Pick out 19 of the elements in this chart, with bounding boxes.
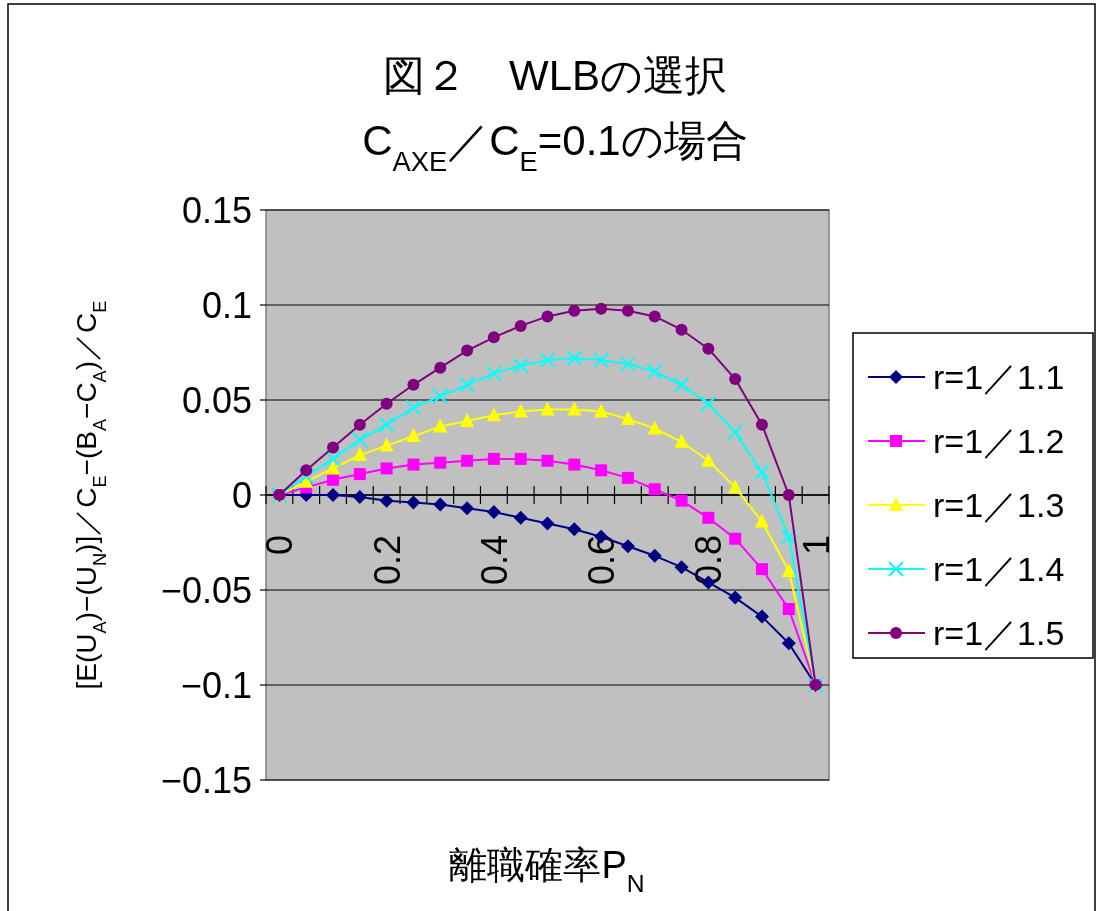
- x-axis-title: 離職確率P$_{N}$: [449, 844, 645, 897]
- x-tick-label: 0.2: [366, 535, 408, 586]
- y-tick-label: −0.15: [160, 760, 252, 801]
- x-tick-label: 0: [259, 535, 301, 556]
- legend-label: r=1／1.3: [933, 486, 1065, 524]
- y-tick-label: −0.1: [180, 665, 252, 706]
- chart-subtitle: C$_{AXE}$／C$_{E}$=0.1の場合: [362, 117, 748, 177]
- y-tick-label: 0: [231, 475, 252, 516]
- x-tick-label: 1: [795, 535, 837, 556]
- y-tick-label: 0.15: [181, 190, 252, 231]
- chart-title: 図２ WLBの選択: [382, 52, 728, 99]
- x-tick-label: 0.4: [473, 535, 515, 586]
- y-tick-label: 0.1: [201, 285, 252, 326]
- legend-label: r=1／1.5: [933, 614, 1065, 652]
- legend-label: r=1／1.4: [933, 550, 1065, 588]
- y-tick-label: −0.05: [160, 570, 252, 611]
- legend-label: r=1／1.2: [933, 422, 1065, 460]
- legend-label: r=1／1.1: [933, 358, 1065, 396]
- y-tick-label: 0.05: [181, 380, 252, 421]
